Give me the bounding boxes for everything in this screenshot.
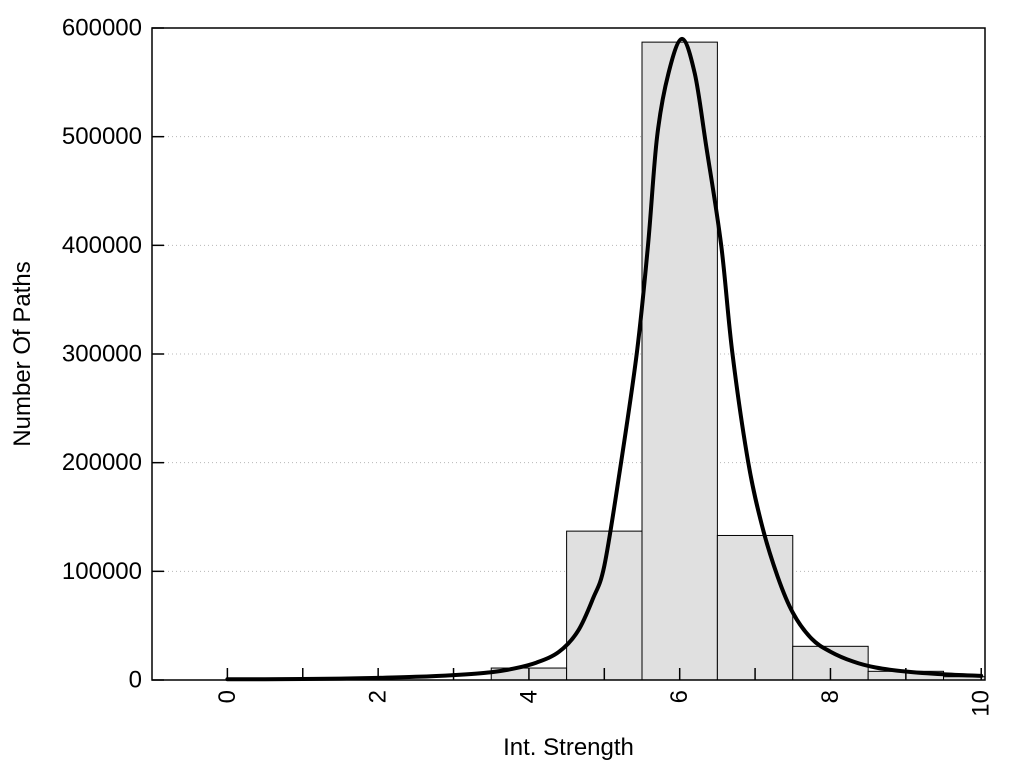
histogram-bar bbox=[716, 534, 794, 681]
y-tick-label: 100000 bbox=[62, 558, 142, 585]
y-axis-tick-labels: 0 100000 200000 300000 400000 500000 600000 bbox=[62, 15, 142, 694]
x-axis-tick-labels: 0 2 4 6 8 10 bbox=[214, 690, 995, 717]
x-tick-label: 6 bbox=[666, 690, 693, 703]
y-tick-label: 500000 bbox=[62, 123, 142, 150]
x-tick-label: 4 bbox=[515, 690, 542, 703]
y-tick-label: 400000 bbox=[62, 232, 142, 259]
gridlines bbox=[152, 136, 985, 572]
y-tick-label: 300000 bbox=[62, 341, 142, 368]
y-tick-label: 0 bbox=[129, 667, 142, 694]
y-axis-ticks bbox=[152, 27, 164, 681]
x-tick-label: 0 bbox=[214, 690, 241, 703]
x-tick-label: 10 bbox=[968, 690, 995, 717]
y-tick-label: 200000 bbox=[62, 449, 142, 476]
y-axis-title: Number Of Paths bbox=[9, 261, 36, 446]
x-axis-title: Int. Strength bbox=[503, 734, 634, 761]
x-tick-label: 8 bbox=[817, 690, 844, 703]
histogram-bar bbox=[566, 530, 643, 681]
x-axis-ticks bbox=[226, 668, 982, 680]
histogram-bars bbox=[490, 41, 986, 681]
x-tick-label: 2 bbox=[365, 690, 392, 703]
y-tick-label: 600000 bbox=[62, 15, 142, 42]
